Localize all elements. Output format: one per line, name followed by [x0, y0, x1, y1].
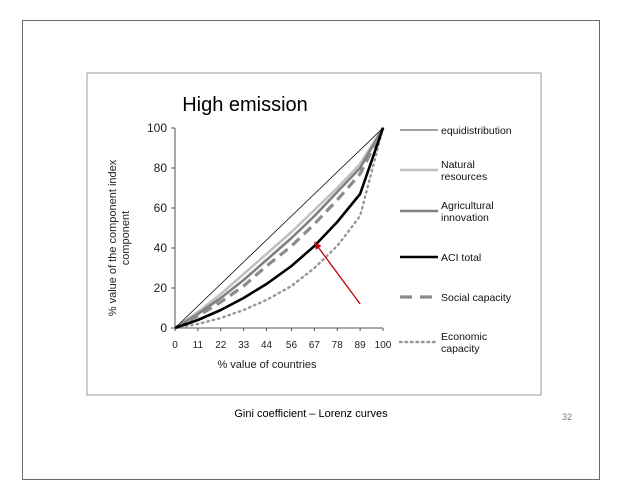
chart-title: High emission	[182, 94, 308, 116]
legend-label-1-0: Natural	[441, 159, 475, 171]
series-line-3	[174, 127, 385, 330]
series-line-4	[174, 127, 385, 330]
legend-label-4-0: Social capacity	[441, 292, 512, 304]
x-tick-label-6: 67	[309, 340, 321, 351]
y-tick-label-3: 60	[154, 201, 168, 215]
x-axis-label: % value of countries	[217, 359, 317, 371]
x-tick-label-7: 78	[332, 340, 344, 351]
series-line-0	[174, 127, 384, 329]
x-tick-label-5: 56	[286, 340, 298, 351]
y-tick-label-0: 0	[160, 321, 167, 335]
x-tick-label-3: 33	[238, 340, 250, 351]
y-axis-label: % value of the component indexcomponent	[107, 159, 132, 316]
lorenz-chart: High emission 0 20 40 60 80 100 0 11 22 33 44 56 67 78…	[86, 72, 542, 396]
chart-box	[86, 72, 542, 396]
y-tick-label-4: 80	[154, 161, 168, 175]
x-tick-label-1: 11	[193, 340, 204, 351]
y-axis-label-line-2: component	[120, 211, 132, 265]
legend-label-0-0: equidistribution	[441, 125, 512, 137]
x-tick-label-4: 44	[261, 340, 273, 351]
y-tick-label-5: 100	[147, 121, 167, 135]
y-tick-label-2: 40	[154, 241, 168, 255]
x-tick-label-8: 89	[355, 340, 367, 351]
y-axis-label-line-1: % value of the component index	[107, 159, 119, 316]
x-tick-label-9: 100	[375, 340, 392, 351]
series-line-2	[174, 127, 385, 330]
y-tick-label-1: 20	[154, 281, 168, 295]
series-line-5	[173, 126, 385, 330]
legend-label-2-1: innovation	[441, 212, 489, 224]
legend-label-1-1: resources	[441, 171, 487, 183]
slide-caption: Gini coefficient – Lorenz curves	[234, 408, 388, 420]
legend-label-3-0: ACI total	[441, 252, 481, 264]
x-tick-label-0: 0	[172, 340, 178, 351]
legend-label-5-1: capacity	[441, 343, 480, 355]
legend-label-5-0: Economic	[441, 331, 487, 343]
series-line-1	[174, 127, 385, 330]
legend-label-2-0: Agricultural	[441, 200, 494, 212]
x-tick-label-2: 22	[215, 340, 227, 351]
annotation-arrow-shaft	[313, 241, 361, 305]
slide-number: 32	[562, 412, 573, 422]
annotation-arrow-head	[314, 242, 322, 250]
